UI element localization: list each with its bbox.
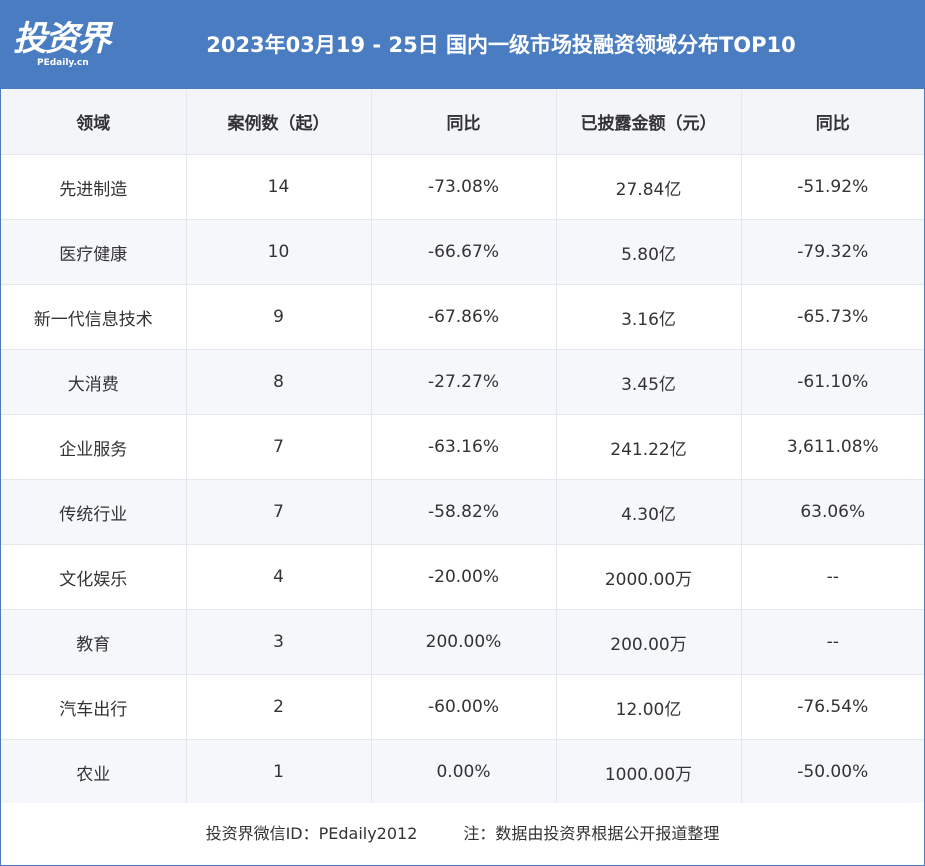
- table-body: 先进制造 14 -73.08% 27.84亿 -51.92% 医疗健康 10 -66.67% 5…: [1, 154, 924, 805]
- page-title: 2023年03月19 - 25日 国内一级市场投融资领域分布TOP10: [206, 33, 796, 57]
- cell-cases: 7: [186, 479, 372, 545]
- cell-amount-yoy: -61.10%: [741, 349, 924, 415]
- footer: 投资界微信ID：PEdaily2012 注：数据由投资界根据公开报道整理: [1, 803, 924, 865]
- table-row: 汽车出行 2 -60.00% 12.00亿 -76.54%: [1, 674, 924, 740]
- cell-cases: 14: [186, 154, 372, 220]
- cell-sector: 教育: [1, 609, 187, 675]
- cell-sector: 农业: [1, 739, 187, 805]
- cell-cases-yoy: -66.67%: [371, 219, 557, 285]
- cell-sector: 企业服务: [1, 414, 187, 480]
- cell-cases-yoy: -60.00%: [371, 674, 557, 740]
- footer-source-note: 注：数据由投资界根据公开报道整理: [463, 824, 720, 843]
- cell-cases: 3: [186, 609, 372, 675]
- column-header-amount-yoy: 同比: [741, 89, 924, 155]
- cell-amount-yoy: -51.92%: [741, 154, 924, 220]
- cell-amount-yoy: -79.32%: [741, 219, 924, 285]
- cell-amount: 200.00万: [556, 609, 742, 675]
- cell-sector: 传统行业: [1, 479, 187, 545]
- cell-amount: 3.16亿: [556, 284, 742, 350]
- cell-cases: 2: [186, 674, 372, 740]
- cell-cases: 1: [186, 739, 372, 805]
- cell-amount: 3.45亿: [556, 349, 742, 415]
- cell-cases: 9: [186, 284, 372, 350]
- footer-wechat-id: 投资界微信ID：PEdaily2012: [205, 824, 418, 843]
- cell-sector: 文化娱乐: [1, 544, 187, 610]
- column-header-cases: 案例数（起）: [186, 89, 372, 155]
- column-header-cases-yoy: 同比: [371, 89, 557, 155]
- cell-cases-yoy: -58.82%: [371, 479, 557, 545]
- cell-amount: 241.22亿: [556, 414, 742, 480]
- cell-amount: 27.84亿: [556, 154, 742, 220]
- cell-sector: 医疗健康: [1, 219, 187, 285]
- cell-cases: 7: [186, 414, 372, 480]
- table-row: 文化娱乐 4 -20.00% 2000.00万 --: [1, 544, 924, 610]
- cell-cases-yoy: -20.00%: [371, 544, 557, 610]
- cell-cases: 10: [186, 219, 372, 285]
- cell-amount-yoy: --: [741, 609, 924, 675]
- column-header-amount: 已披露金额（元）: [556, 89, 742, 155]
- cell-amount-yoy: -76.54%: [741, 674, 924, 740]
- cell-cases-yoy: 200.00%: [371, 609, 557, 675]
- cell-amount: 4.30亿: [556, 479, 742, 545]
- cell-amount: 5.80亿: [556, 219, 742, 285]
- header-bar: 投资界 PEdaily.cn 2023年03月19 - 25日 国内一级市场投融…: [1, 1, 924, 89]
- logo: 投资界 PEdaily.cn: [13, 19, 113, 73]
- table-row: 大消费 8 -27.27% 3.45亿 -61.10%: [1, 349, 924, 415]
- cell-cases-yoy: 0.00%: [371, 739, 557, 805]
- table-row: 农业 1 0.00% 1000.00万 -50.00%: [1, 739, 924, 805]
- cell-cases-yoy: -67.86%: [371, 284, 557, 350]
- cell-sector: 新一代信息技术: [1, 284, 187, 350]
- cell-amount-yoy: -65.73%: [741, 284, 924, 350]
- logo-wordmark: 投资界: [13, 19, 111, 59]
- cell-amount: 2000.00万: [556, 544, 742, 610]
- cell-amount-yoy: --: [741, 544, 924, 610]
- table-row: 企业服务 7 -63.16% 241.22亿 3,611.08%: [1, 414, 924, 480]
- logo-domain: PEdaily.cn: [37, 58, 89, 68]
- cell-amount-yoy: -50.00%: [741, 739, 924, 805]
- cell-cases-yoy: -63.16%: [371, 414, 557, 480]
- cell-cases: 4: [186, 544, 372, 610]
- table-row: 新一代信息技术 9 -67.86% 3.16亿 -65.73%: [1, 284, 924, 350]
- column-header-sector: 领域: [1, 89, 187, 155]
- table-row: 传统行业 7 -58.82% 4.30亿 63.06%: [1, 479, 924, 545]
- table-row: 教育 3 200.00% 200.00万 --: [1, 609, 924, 675]
- cell-cases: 8: [186, 349, 372, 415]
- sector-table: 领域 案例数（起） 同比 已披露金额（元） 同比 先进制造 14 -73.08% 27…: [1, 89, 924, 805]
- cell-amount-yoy: 63.06%: [741, 479, 924, 545]
- table-row: 医疗健康 10 -66.67% 5.80亿 -79.32%: [1, 219, 924, 285]
- table-row: 先进制造 14 -73.08% 27.84亿 -51.92%: [1, 154, 924, 220]
- cell-amount: 1000.00万: [556, 739, 742, 805]
- cell-sector: 先进制造: [1, 154, 187, 220]
- cell-sector: 大消费: [1, 349, 187, 415]
- cell-cases-yoy: -27.27%: [371, 349, 557, 415]
- cell-amount: 12.00亿: [556, 674, 742, 740]
- table-header-row: 领域 案例数（起） 同比 已披露金额（元） 同比: [1, 89, 924, 155]
- cell-cases-yoy: -73.08%: [371, 154, 557, 220]
- cell-amount-yoy: 3,611.08%: [741, 414, 924, 480]
- cell-sector: 汽车出行: [1, 674, 187, 740]
